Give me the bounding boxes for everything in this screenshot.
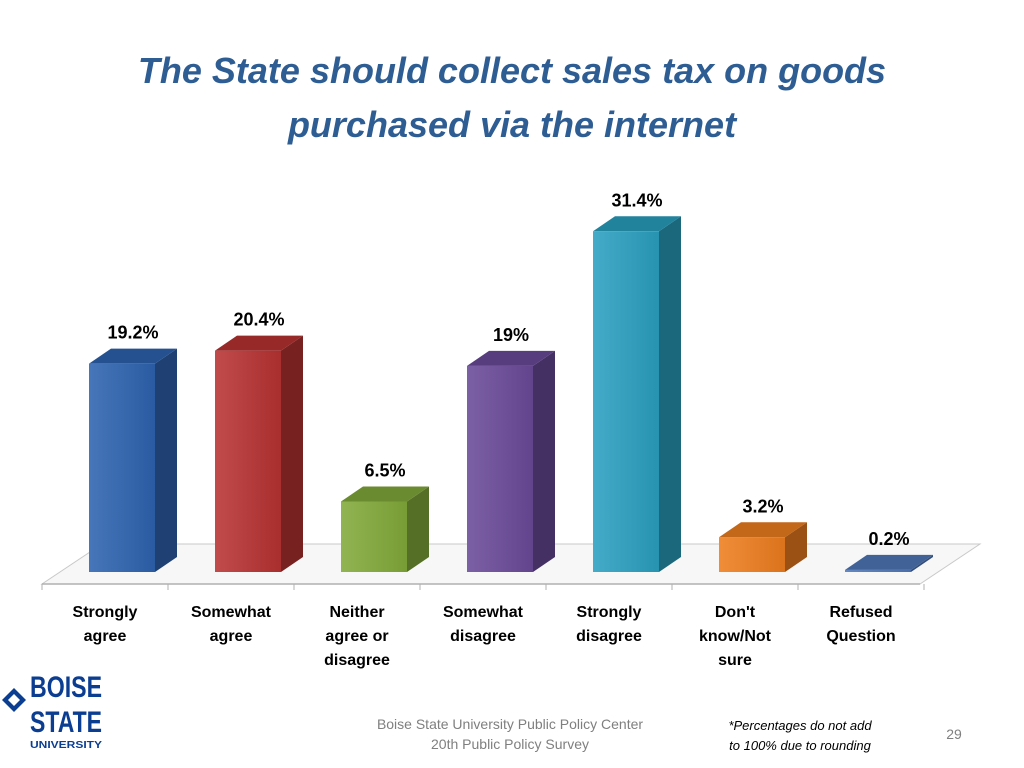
rounding-note-line-1: *Percentages do not add <box>728 718 872 733</box>
category-label: Refused <box>829 604 892 621</box>
bar-front <box>341 501 407 572</box>
bar <box>341 486 429 572</box>
footer-line-1: Boise State University Public Policy Cen… <box>376 716 644 732</box>
bar <box>719 522 807 572</box>
category-label: Question <box>826 628 895 645</box>
bar-side <box>785 522 807 572</box>
category-label: agree or <box>325 628 388 645</box>
bar-front <box>593 231 659 572</box>
category-label: Strongly <box>73 604 138 621</box>
category-label: know/Not <box>699 628 772 645</box>
bar-front <box>467 365 533 572</box>
logo-word-state: STATE <box>30 706 102 739</box>
bar-front <box>719 537 785 572</box>
rounding-note: *Percentages do not add to 100% due to r… <box>700 716 900 756</box>
data-label: 0.2% <box>868 529 909 549</box>
bar <box>845 554 933 572</box>
category-label: Don't <box>715 604 756 621</box>
footer-line-2: 20th Public Policy Survey <box>431 736 589 752</box>
category-label: Somewhat <box>191 604 272 621</box>
bar-top <box>341 486 429 502</box>
category-label: Strongly <box>577 604 642 621</box>
bar-side <box>533 350 555 572</box>
data-label: 19% <box>493 325 529 345</box>
chart-title: The State should collect sales tax on go… <box>40 44 984 152</box>
page-number: 29 <box>946 726 962 742</box>
bar-front <box>89 363 155 572</box>
chart-title-line-2: purchased via the internet <box>287 104 737 145</box>
category-label: Somewhat <box>443 604 524 621</box>
bar-top <box>845 554 933 570</box>
bar-top <box>719 522 807 538</box>
bar-top <box>89 348 177 364</box>
bar-front <box>845 569 911 572</box>
category-label: disagree <box>450 628 516 645</box>
chart-title-line-1: The State should collect sales tax on go… <box>137 50 887 91</box>
bar-side <box>281 335 303 572</box>
data-label: 3.2% <box>742 496 783 516</box>
category-label: disagree <box>324 652 390 669</box>
bar-top <box>467 350 555 366</box>
bar-top <box>593 216 681 232</box>
bar-side <box>407 486 429 572</box>
logo-word-university: UNIVERSITY <box>30 740 102 751</box>
bar <box>593 216 681 572</box>
category-label: agree <box>210 628 253 645</box>
rounding-note-line-2: to 100% due to rounding <box>729 738 871 753</box>
data-label: 31.4% <box>611 190 662 210</box>
bar-side <box>155 348 177 572</box>
data-label: 19.2% <box>107 323 158 343</box>
bar-side <box>659 216 681 572</box>
bar-front <box>215 350 281 572</box>
category-label: Neither <box>329 604 384 621</box>
bar <box>467 350 555 572</box>
boise-state-logo: BOISE STATE UNIVERSITY <box>2 671 102 751</box>
bar <box>89 348 177 572</box>
category-label: disagree <box>576 628 642 645</box>
data-label: 6.5% <box>364 460 405 480</box>
bar-side <box>911 554 933 572</box>
bar <box>215 335 303 572</box>
logo-word-boise: BOISE <box>30 671 102 704</box>
data-label: 20.4% <box>233 310 284 330</box>
footer-source: Boise State University Public Policy Cen… <box>340 714 680 754</box>
category-label: sure <box>718 652 752 669</box>
category-label: agree <box>84 628 127 645</box>
bar-top <box>215 335 303 351</box>
